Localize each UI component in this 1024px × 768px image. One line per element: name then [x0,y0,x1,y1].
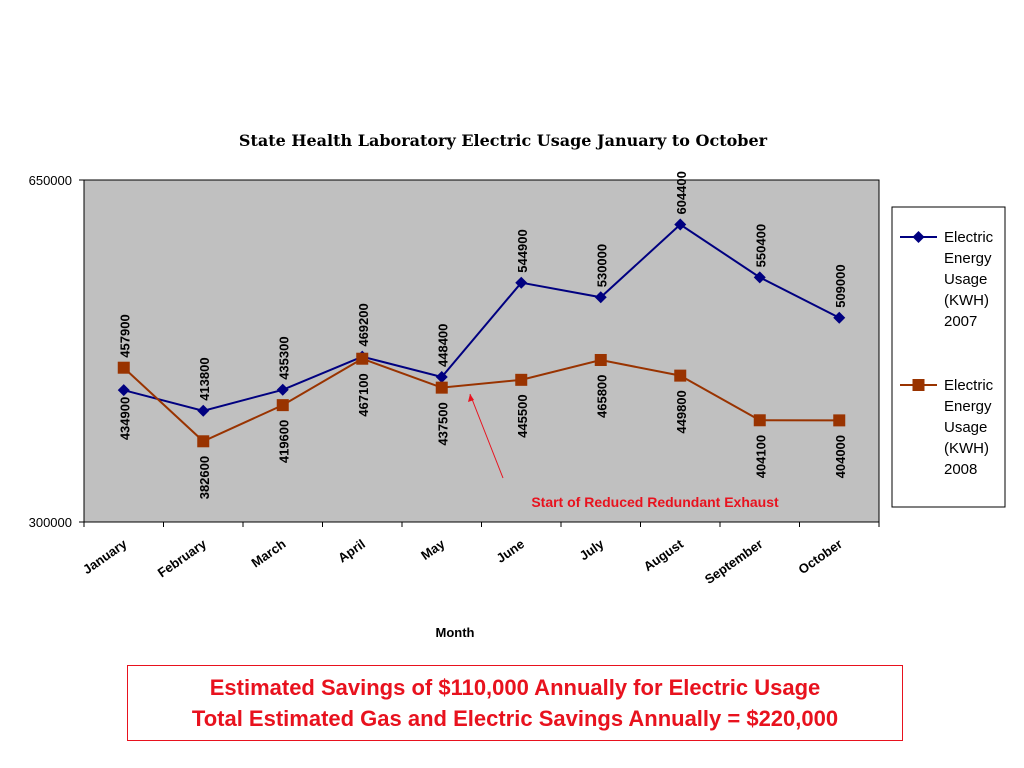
series-point-diamond [435,370,448,383]
series-point-diamond [753,271,766,284]
data-label: 413800 [197,357,212,400]
x-tick-label: March [248,536,288,570]
legend-marker-diamond [912,231,925,243]
series-point-square [117,361,130,374]
x-tick-label: February [155,536,210,581]
data-label: 435300 [277,336,292,379]
plot-area [83,179,880,523]
data-label: 437500 [436,402,451,445]
data-label: 544900 [515,229,530,272]
legend-marker-square [912,379,925,391]
series-layer [117,218,846,448]
legend-entries: Electric Energy Usage (KWH) 2007 Electric Ener… [900,229,994,478]
data-label: 604400 [674,171,689,214]
data-label: 434900 [118,397,133,440]
series-point-square [356,352,369,365]
y-tick-label: 650000 [29,173,72,188]
savings-line-1: Estimated Savings of $110,000 Annually f… [209,675,821,700]
series-point-square [197,435,210,448]
chart-title: State Health Laboratory Electric Usage J… [239,131,768,150]
series-point-square [594,353,607,366]
x-tick-label: June [494,536,527,566]
data-label: 449800 [674,390,689,433]
x-tick-label: April [335,536,368,565]
series-point-diamond [197,404,210,417]
y-tick-label: 300000 [29,515,72,530]
data-label: 467100 [356,373,371,416]
annotation-arrowhead [468,394,474,402]
series-point-square [753,414,766,427]
data-label: 457900 [118,314,133,357]
series-point-square [674,369,687,382]
data-label: 448400 [436,324,451,367]
legend [891,206,1006,508]
data-label: 419600 [277,420,292,463]
legend-label-1: Electric Energy Usage (KWH) 2007 [944,229,994,330]
savings-box: Estimated Savings of $110,000 Annually f… [127,665,903,741]
data-label: 382600 [197,456,212,499]
series-point-diamond [117,384,130,397]
x-axis-title: Month [436,625,475,640]
data-label: 550400 [754,224,769,267]
series-point-diamond [515,276,528,289]
series-point-square [276,399,289,412]
series-point-diamond [594,291,607,304]
series-point-diamond [276,383,289,396]
x-tick-label: May [418,536,448,563]
series-point-diamond [674,218,687,231]
data-label: 445500 [515,394,530,437]
annotation-text: Start of Reduced Redundant Exhaust [531,494,779,510]
data-label: 404000 [833,435,848,478]
x-tick-label: September [702,536,766,587]
series-line-1 [123,223,840,412]
y-axis: 650000 300000 [29,173,84,530]
data-label: 404100 [754,435,769,478]
series-point-square [435,381,448,394]
x-axis: January February March April May June July Augu… [80,522,880,587]
series-point-square [515,373,528,386]
series-point-square [833,414,846,427]
savings-line-2: Total Estimated Gas and Electric Savings… [191,706,839,731]
x-tick-label: August [641,536,687,574]
series-line-2 [123,357,840,443]
data-label: 469200 [356,303,371,346]
series-point-diamond [833,311,846,324]
data-label: 530000 [595,244,610,287]
x-tick-label: January [80,536,130,577]
data-label: 509000 [833,264,848,307]
data-labels: 434900 413800 435300 469200 448400 544900 5300… [118,171,849,499]
data-label: 465800 [595,375,610,418]
annotation-arrow [469,393,504,479]
legend-label-2: Electric Energy Usage (KWH) 2008 [944,377,994,478]
line-chart: State Health Laboratory Electric Usage J… [29,131,1006,640]
x-tick-label: October [796,536,845,577]
x-tick-label: July [577,536,608,564]
